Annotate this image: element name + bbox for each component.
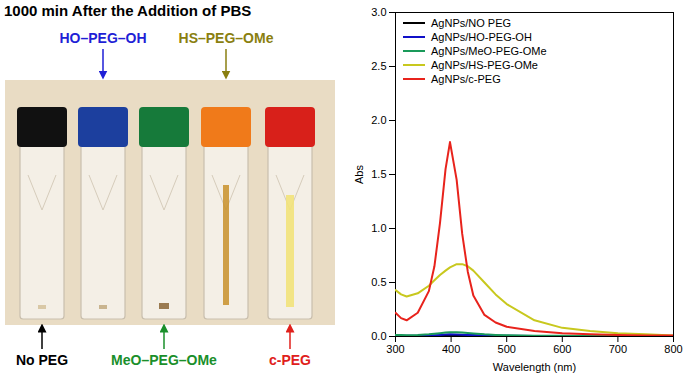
svg-text:HS–PEG–OMe: HS–PEG–OMe <box>179 30 274 46</box>
svg-text:2.5: 2.5 <box>371 60 386 72</box>
svg-text:700: 700 <box>609 343 627 355</box>
html-text:1000 min After the Addition of: 1000 min After the Addition of PBS <box>4 2 252 19</box>
svg-text:Abs: Abs <box>353 165 365 184</box>
svg-text:600: 600 <box>553 343 571 355</box>
svg-text:1.5: 1.5 <box>371 168 386 180</box>
html-text:AgNPs/HS-PEG-OMe: AgNPs/HS-PEG-OMe <box>431 59 538 71</box>
svg-text:2.0: 2.0 <box>371 114 386 126</box>
svg-text:400: 400 <box>442 343 460 355</box>
svg-text:3.0: 3.0 <box>371 6 386 18</box>
svg-text:HO–PEG–OH: HO–PEG–OH <box>59 30 146 46</box>
html-text:AgNPs/c-PEG: AgNPs/c-PEG <box>431 73 501 85</box>
svg-text:0.5: 0.5 <box>371 276 386 288</box>
svg-text:0.0: 0.0 <box>371 330 386 342</box>
svg-text:300: 300 <box>386 343 404 355</box>
svg-text:MeO–PEG–OMe: MeO–PEG–OMe <box>111 352 217 368</box>
svg-text:c-PEG: c-PEG <box>269 352 311 368</box>
svg-text:800: 800 <box>664 343 682 355</box>
svg-text:No PEG: No PEG <box>16 352 68 368</box>
svg-text:1.0: 1.0 <box>371 222 386 234</box>
html-text:AgNPs/NO PEG: AgNPs/NO PEG <box>431 17 512 29</box>
html-text:AgNPs/MeO-PEG-OMe: AgNPs/MeO-PEG-OMe <box>431 45 547 57</box>
html-text:AgNPs/HO-PEG-OH: AgNPs/HO-PEG-OH <box>431 31 532 43</box>
svg-text:500: 500 <box>498 343 516 355</box>
svg-text:Wavelength (nm): Wavelength (nm) <box>493 361 576 373</box>
